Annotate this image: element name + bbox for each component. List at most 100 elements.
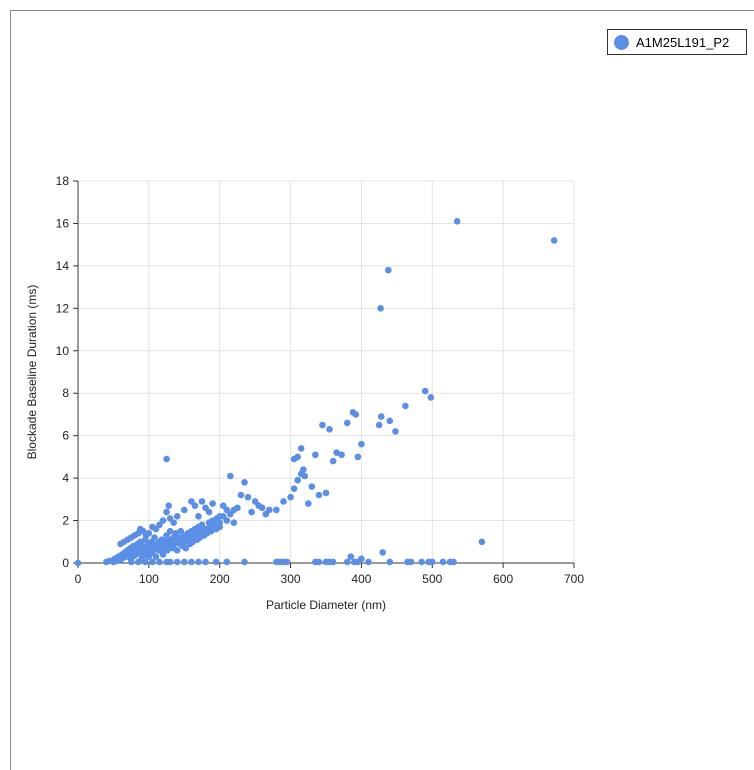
y-tick-label: 10	[56, 344, 70, 358]
x-tick-label: 400	[351, 572, 371, 586]
x-tick-label: 500	[422, 572, 442, 586]
data-point	[354, 453, 362, 461]
data-point	[402, 402, 409, 410]
data-point	[319, 421, 326, 429]
data-point	[450, 558, 457, 566]
data-point	[329, 457, 337, 465]
data-point	[195, 558, 202, 566]
x-tick-label: 600	[493, 572, 513, 586]
data-point	[439, 558, 447, 566]
data-point	[234, 504, 241, 512]
data-point	[478, 538, 486, 546]
data-point	[347, 553, 355, 560]
data-point	[166, 558, 174, 566]
data-point	[134, 558, 142, 566]
data-point	[241, 479, 248, 486]
y-tick-label: 8	[62, 386, 69, 400]
data-point	[283, 558, 291, 566]
data-point	[237, 491, 245, 499]
data-point	[418, 558, 425, 566]
y-tick-label: 14	[56, 259, 70, 273]
data-points	[74, 218, 558, 567]
data-point	[216, 513, 224, 520]
data-point	[227, 472, 234, 480]
y-axis-title: Blockade Baseline Duration (ms)	[25, 285, 39, 460]
y-tick-label: 2	[62, 514, 69, 528]
y-tick-label: 18	[56, 174, 70, 188]
x-tick-label: 0	[75, 572, 82, 586]
axes	[73, 180, 575, 568]
data-point	[304, 500, 312, 507]
data-point	[343, 419, 351, 427]
y-tick-label: 6	[62, 429, 69, 443]
data-point	[223, 506, 231, 514]
data-point	[180, 558, 188, 566]
data-point	[170, 519, 177, 526]
y-tick-label: 12	[56, 301, 70, 315]
data-point	[294, 453, 301, 461]
data-point	[188, 558, 195, 566]
data-point	[209, 500, 216, 507]
data-point	[300, 466, 307, 473]
data-point	[182, 544, 190, 552]
data-point	[280, 498, 287, 505]
x-axis-title: Particle Diameter (nm)	[266, 598, 386, 612]
data-point	[149, 558, 156, 566]
x-tick-label: 100	[139, 572, 159, 586]
y-tick-label: 0	[62, 556, 69, 570]
x-tick-label: 700	[564, 572, 584, 586]
data-point	[165, 502, 172, 510]
data-point	[74, 559, 82, 567]
data-point	[173, 546, 181, 554]
data-point	[230, 519, 238, 526]
data-point	[297, 445, 305, 452]
data-point	[244, 493, 252, 501]
tick-labels: 0 100 200 300 400 500 600 700 0 2 4 6 8 10 12 14 16 18	[56, 174, 585, 586]
data-point	[352, 411, 360, 418]
data-point	[329, 558, 337, 566]
data-point	[379, 549, 386, 556]
data-point	[315, 491, 323, 499]
data-point	[216, 523, 224, 531]
data-point	[159, 517, 167, 524]
data-point	[163, 455, 170, 463]
legend-label: A1M25L191_P2	[636, 34, 730, 50]
data-point	[392, 428, 399, 435]
data-point	[315, 558, 323, 566]
data-point	[358, 555, 365, 563]
data-point	[343, 558, 351, 566]
data-point	[290, 485, 298, 493]
y-tick-label: 4	[62, 471, 69, 485]
data-point	[195, 513, 202, 520]
data-point	[294, 476, 301, 484]
data-point	[212, 558, 220, 566]
data-point	[191, 502, 199, 510]
data-point	[308, 483, 316, 490]
data-point	[152, 553, 160, 560]
data-point	[166, 527, 174, 535]
grid	[78, 180, 575, 563]
data-point	[358, 440, 365, 448]
data-point	[453, 218, 461, 225]
data-point	[145, 529, 153, 537]
y-tick-label: 16	[56, 216, 70, 230]
data-point	[223, 558, 231, 566]
data-point	[198, 498, 206, 505]
data-point	[427, 394, 435, 401]
data-point	[241, 558, 248, 566]
data-point	[248, 508, 255, 516]
data-point	[407, 558, 415, 566]
data-point	[550, 237, 558, 244]
data-point	[385, 266, 392, 274]
x-tick-label: 200	[210, 572, 230, 586]
data-point	[386, 558, 394, 566]
chart-frame	[10, 10, 754, 770]
data-point	[180, 506, 188, 514]
data-point	[173, 513, 181, 520]
data-point	[301, 472, 309, 480]
data-point	[266, 506, 273, 514]
data-point	[365, 558, 372, 566]
data-point	[377, 305, 384, 312]
data-point	[421, 387, 429, 395]
data-point	[377, 413, 385, 420]
